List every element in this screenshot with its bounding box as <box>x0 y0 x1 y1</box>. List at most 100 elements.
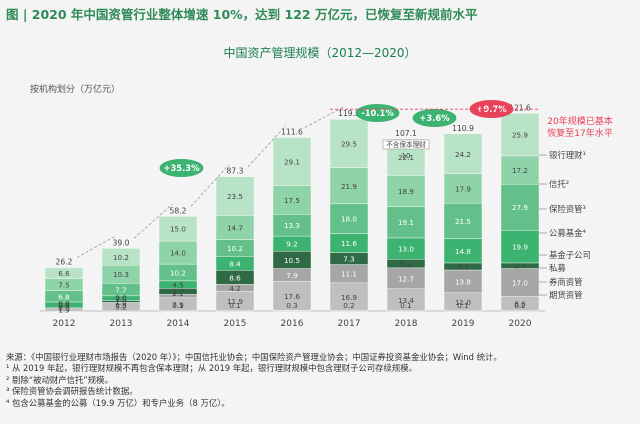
y-axis-label: 按机构划分（万亿元） <box>30 85 121 95</box>
segment-label: 0.1 <box>229 301 240 310</box>
segment-label: 29.1 <box>284 157 300 166</box>
legend-label-7: 银行理财¹ <box>549 150 586 160</box>
segment-label: 10.5 <box>284 256 300 265</box>
segment-label: 3.7 <box>172 287 183 296</box>
segment-label: 22.1 <box>398 153 414 162</box>
svg-text:-10.1%: -10.1% <box>361 108 394 118</box>
segment-label: 17.5 <box>284 196 300 205</box>
bar-segment-2016-7 <box>272 137 312 186</box>
segment-label: 23.5 <box>227 192 243 201</box>
x-tick-label: 2019 <box>452 319 475 329</box>
source-note: 来源：《中国银行业理财市场报告（2020 年）》；中国信托业协会；中国保险资产管… <box>6 352 502 362</box>
segment-label: 0.0 <box>58 301 70 310</box>
segment-label: 7.9 <box>286 271 298 280</box>
bar-segment-2012-7 <box>44 267 84 279</box>
footnote-4: ⁴ 包含公募基金的公募（19.9 万亿）和专户业务（8 万亿）。 <box>6 397 230 408</box>
segment-label: 29.5 <box>341 140 357 149</box>
total-label: 110.9 <box>452 124 474 133</box>
segment-label: 13.0 <box>398 245 414 254</box>
segment-label: 15.0 <box>170 225 186 234</box>
footnote-3: ³ 保险资管协会调研报告统计数据。 <box>6 386 138 397</box>
bar-segment-2017-5 <box>329 203 369 234</box>
segment-label: 0.0 <box>58 299 70 308</box>
segment-label: 11.1 <box>341 270 357 279</box>
x-tick-label: 2018 <box>395 319 418 329</box>
legend-label-0: 期货资管 <box>549 290 583 300</box>
x-tick-label: 2012 <box>53 319 76 329</box>
bar-segment-2020-4 <box>500 229 540 264</box>
segment-label: 8.6 <box>514 300 526 309</box>
total-label: 58.2 <box>170 206 187 215</box>
footnote-2: ² 剔除“被动财产信托”规模。 <box>6 374 113 385</box>
bar-segment-2019-7 <box>443 133 483 174</box>
segment-label: 4.2 <box>229 284 240 293</box>
bar-segment-2016-1 <box>272 281 312 311</box>
segment-label: 14.8 <box>455 247 471 256</box>
stacked-bar-chart: 0.01.90.00.03.66.87.56.626.220120.05.20.… <box>40 100 613 329</box>
bar-segment-2018-5 <box>386 206 426 239</box>
segment-label: 6.8 <box>58 292 70 301</box>
legend-label-6: 信托² <box>549 179 569 189</box>
segment-label: 3.6 <box>58 301 70 310</box>
svg-text:+3.6%: +3.6% <box>419 113 450 123</box>
segment-label: 5.2 <box>115 303 126 312</box>
segment-label: 1.0 <box>115 298 127 307</box>
total-label: 39.0 <box>113 238 130 247</box>
legend-label-4: 公募基金⁴ <box>549 228 586 238</box>
segment-label: 18.0 <box>341 215 357 224</box>
bar-segment-2013-7 <box>101 248 141 266</box>
bar-segment-2015-7 <box>215 176 255 216</box>
bar-segment-2019-4 <box>443 238 483 264</box>
growth-annotation: +3.6% <box>412 109 457 127</box>
segment-label: 11.6 <box>341 239 357 248</box>
note-2018: 不含保本理财 <box>386 140 426 149</box>
footnotes: 来源：《中国银行业理财市场报告（2020 年）》；中国信托业协会；中国保险资产管… <box>6 352 636 409</box>
segment-label: 10.3 <box>113 270 129 279</box>
segment-label: 7.5 <box>58 281 69 290</box>
svg-text:+35.3%: +35.3% <box>163 163 200 173</box>
segment-label: 0.1 <box>457 301 468 310</box>
trend-connector <box>190 164 230 207</box>
segment-label: 10.2 <box>113 253 129 262</box>
bar-segment-2017-7 <box>329 119 369 168</box>
segment-label: 6.6 <box>58 269 70 278</box>
segment-label: 13.3 <box>284 221 300 230</box>
chart-title: 中国资产管理规模（2012—2020） <box>223 46 417 60</box>
segment-label: 19.9 <box>512 243 528 252</box>
total-label: 26.2 <box>56 258 73 267</box>
segment-label: 9.2 <box>286 240 297 249</box>
segment-label: 11.9 <box>227 297 243 306</box>
bar-segment-2020-7 <box>500 113 540 157</box>
segment-label: 7.3 <box>343 255 354 264</box>
x-tick-label: 2020 <box>509 319 532 329</box>
total-label: 111.6 <box>281 127 303 136</box>
segment-label: 13.8 <box>455 277 471 286</box>
x-tick-label: 2013 <box>110 319 133 329</box>
x-tick-label: 2016 <box>281 319 304 329</box>
segment-label: 14.7 <box>227 223 243 232</box>
bar-segment-2018-6 <box>386 175 426 207</box>
segment-label: 0.3 <box>286 301 297 310</box>
segment-label: 1.9 <box>58 305 70 314</box>
segment-label: 21.5 <box>455 217 471 226</box>
bar-segment-2020-5 <box>500 184 540 231</box>
segment-label: 4.5 <box>172 281 183 290</box>
bar-segment-2017-6 <box>329 167 369 205</box>
note-2018-box <box>382 139 430 150</box>
segment-label: 18.9 <box>398 187 414 196</box>
legend-label-5: 保险资管³ <box>549 204 586 214</box>
segment-label: 10.2 <box>227 244 243 253</box>
legend-label-1: 券商资管 <box>549 277 583 287</box>
segment-label: 7.9 <box>172 300 184 309</box>
segment-label: 17.0 <box>512 279 528 288</box>
segment-label: 12.7 <box>398 274 414 283</box>
bar-segment-2014-7 <box>158 216 198 242</box>
segment-label: 17.2 <box>512 166 528 175</box>
segment-label: 8.4 <box>229 259 241 268</box>
segment-label: 0.2 <box>343 301 354 310</box>
footnote-1: ¹ 从 2019 年起，银行理财规模不再包含保本理财；从 2019 年起，银行理… <box>6 363 418 374</box>
segment-label: 17.6 <box>284 292 300 301</box>
recovery-note: 20年规模已基本 <box>547 115 612 127</box>
growth-annotation: +35.3% <box>159 159 204 177</box>
segment-label: 3.4 <box>514 262 526 271</box>
